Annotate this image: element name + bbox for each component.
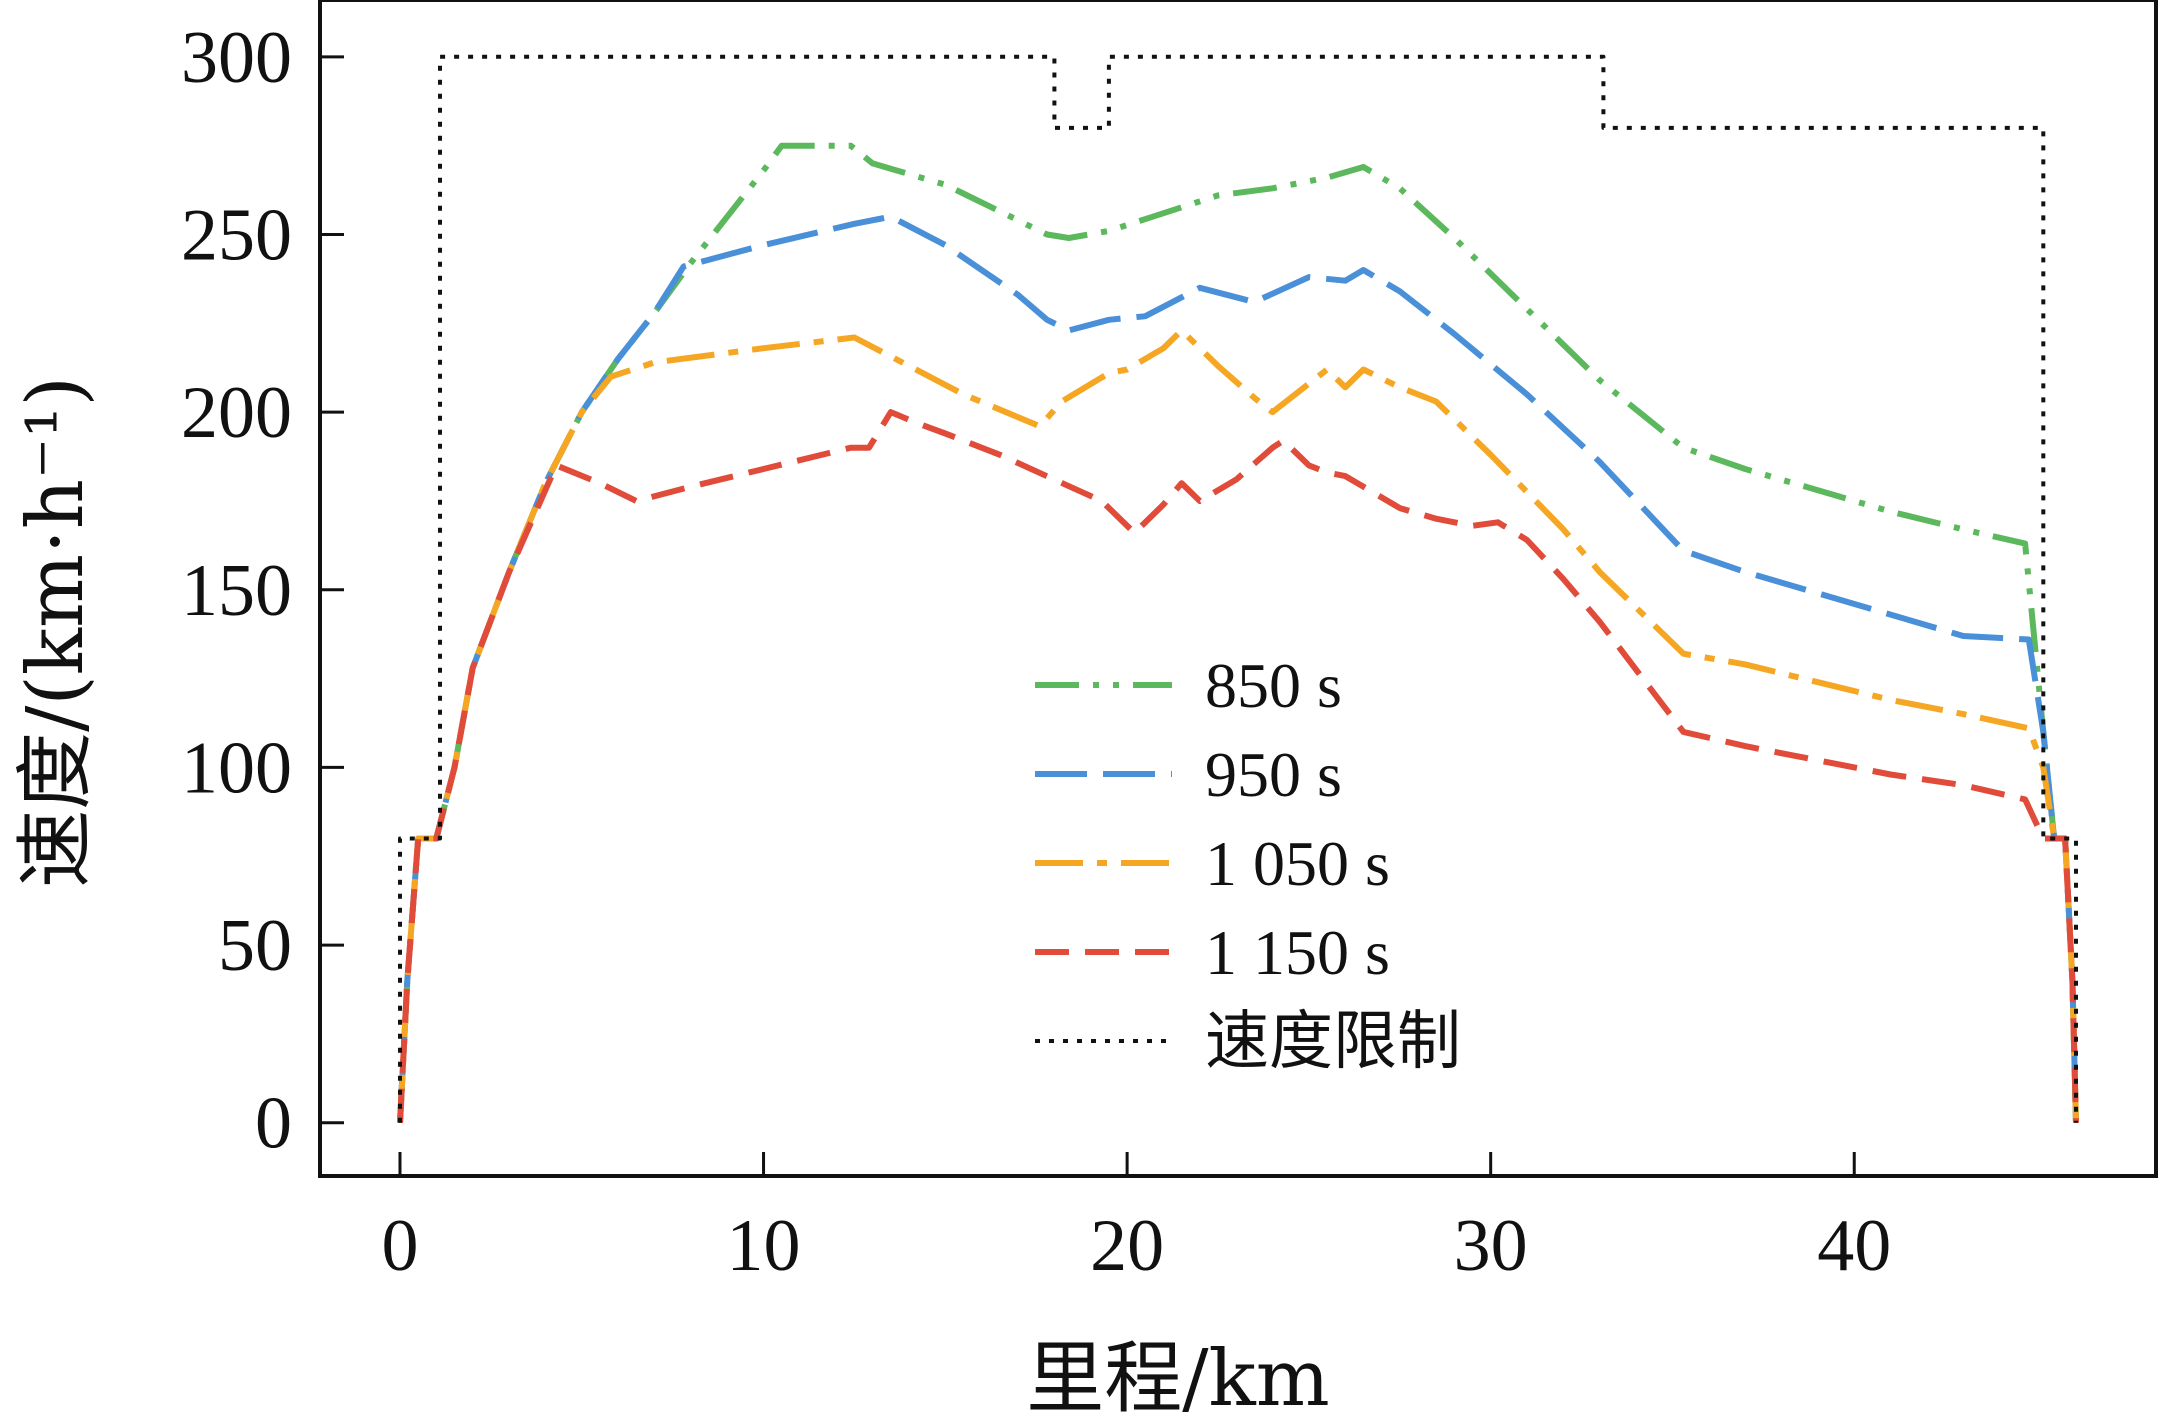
x-tick-label: 10: [727, 1205, 801, 1287]
y-tick-label: 100: [181, 727, 292, 809]
y-tick-label: 200: [181, 372, 292, 454]
legend-label-4: 速度限制: [1205, 1006, 1461, 1077]
series-line-2: [397, 327, 2079, 1123]
series-line-4: [398, 54, 2078, 1123]
x-tick-label: 20: [1090, 1205, 1164, 1287]
legend-label-3: 1 150 s: [1205, 917, 1390, 988]
series-line-3: [397, 409, 2079, 1123]
legend-label-1: 950 s: [1205, 739, 1342, 810]
legend-label-2: 1 050 s: [1205, 828, 1390, 899]
y-axis-title: 速度/(km·h⁻¹): [11, 376, 101, 888]
x-tick-label: 40: [1817, 1205, 1891, 1287]
legend-label-0: 850 s: [1205, 650, 1342, 721]
tick-layer: 0 10 20 30 40 0 50 100 150 200 250 300: [181, 17, 1891, 1287]
y-tick-label: 50: [218, 905, 292, 987]
x-tick-label: 30: [1454, 1205, 1528, 1287]
y-tick-label: 150: [181, 550, 292, 632]
x-axis-title: 里程/km: [1026, 1334, 1330, 1422]
series-layer: [397, 54, 2079, 1123]
legend: 850 s 950 s 1 050 s 1 150 s 速度限制: [1035, 650, 1461, 1077]
series-line-0: [397, 142, 2079, 1123]
y-tick-label: 0: [255, 1083, 292, 1165]
y-tick-label: 300: [181, 17, 292, 99]
plot-frame: [318, 0, 2158, 1178]
x-tick-label: 0: [381, 1205, 418, 1287]
y-tick-label: 250: [181, 194, 292, 276]
